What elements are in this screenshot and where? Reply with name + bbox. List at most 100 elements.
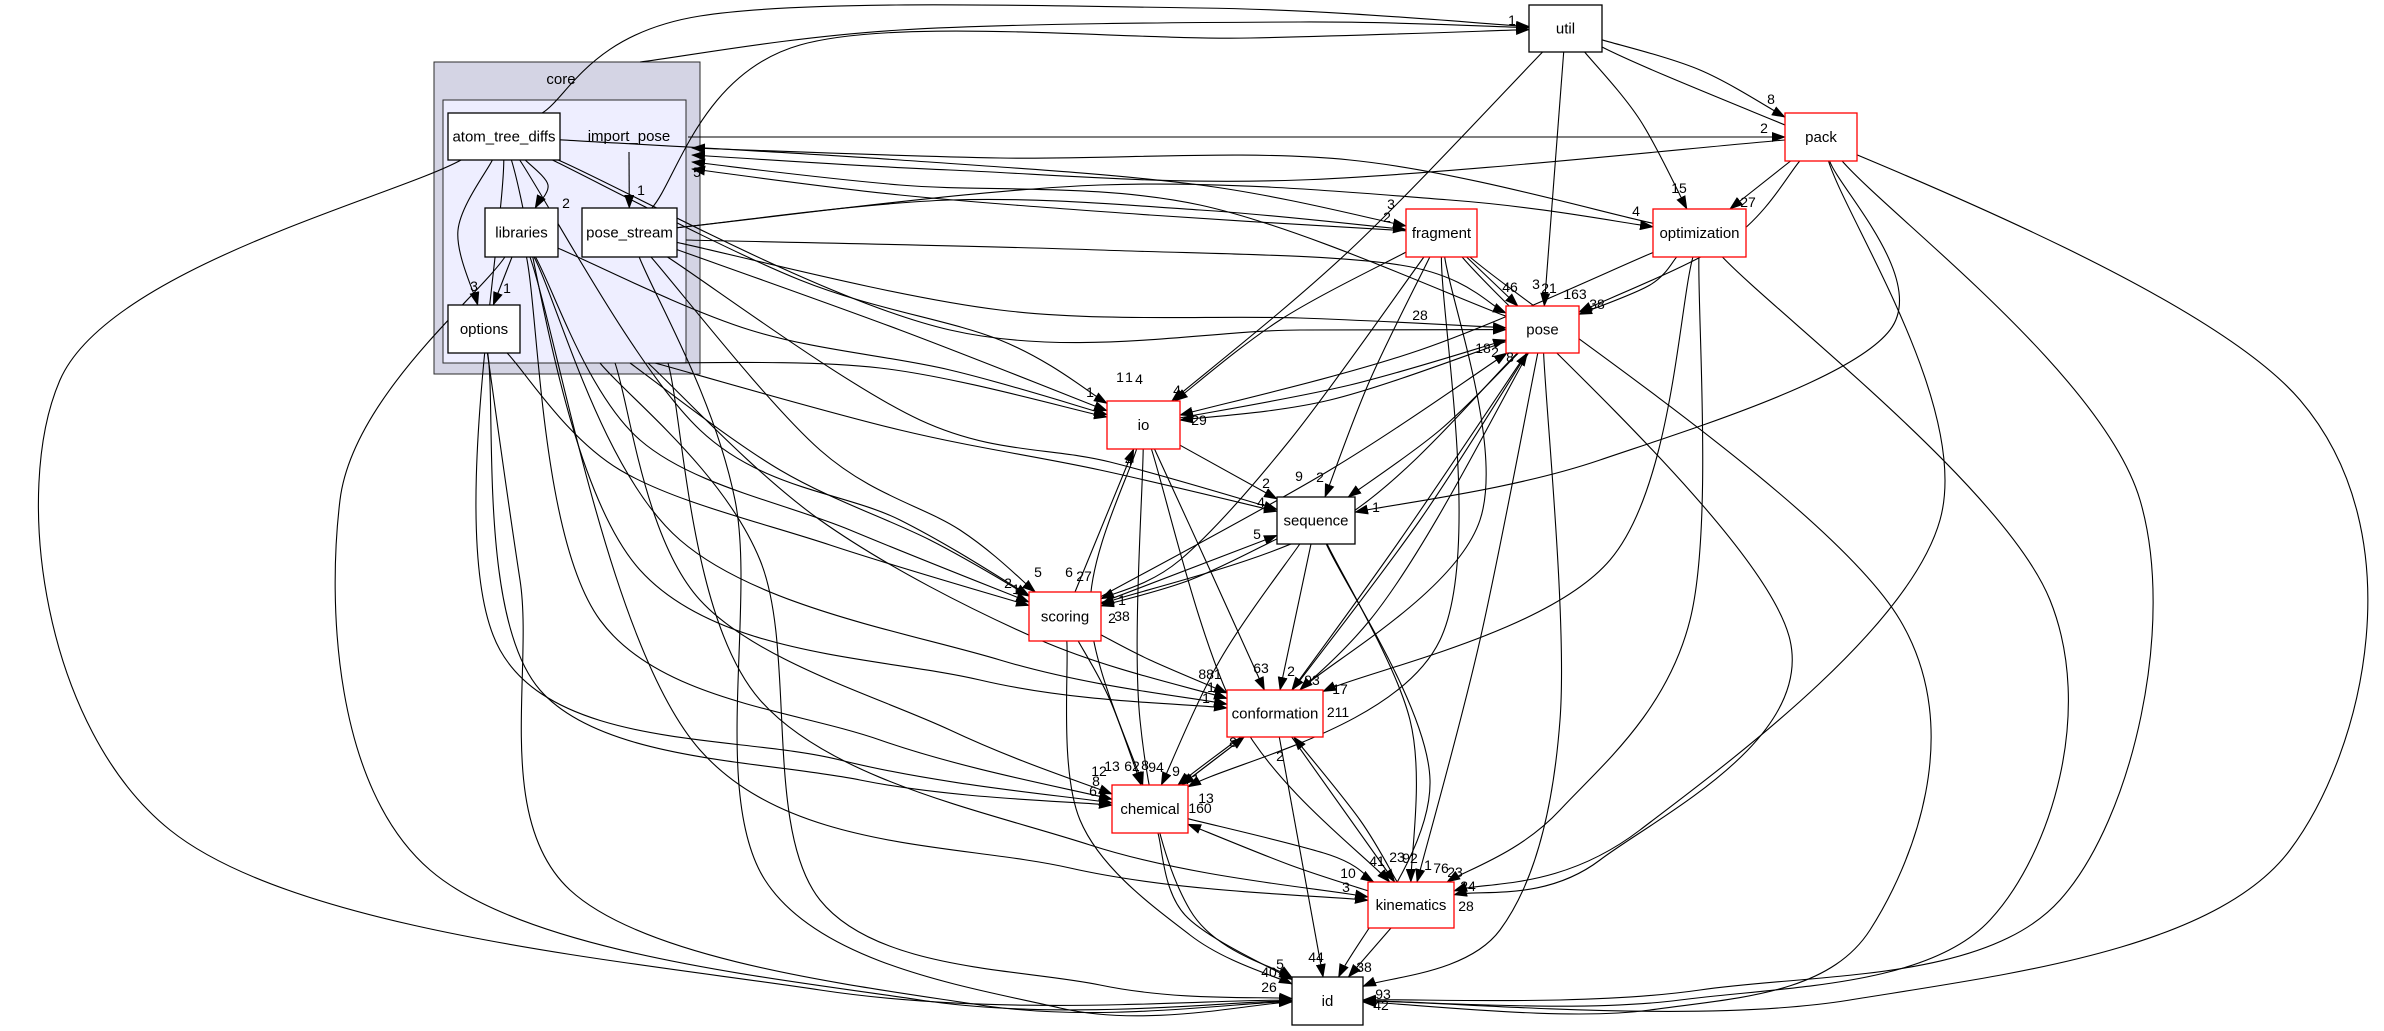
- edge-pose_stream-util: [651, 24, 1530, 209]
- edge-count-label: 4: [1257, 494, 1265, 510]
- edge-count-label: 2: [1316, 469, 1324, 485]
- node-optimization[interactable]: optimization: [1652, 208, 1747, 258]
- edge-count-label: 24: [1460, 878, 1476, 894]
- edge-fragment-sequence: [1324, 256, 1431, 498]
- edge-sequence-conformation: [1277, 543, 1312, 691]
- node-label-util: util: [1556, 21, 1575, 38]
- edge-pose_stream-scoring: [650, 256, 1037, 593]
- edge-count-label: 8: [1506, 349, 1514, 365]
- edge-fragment-id: [1362, 256, 1932, 1015]
- edge-count-label: 2: [1108, 610, 1116, 626]
- edge-fragment-io: [1173, 251, 1407, 402]
- edge-count-label: 5: [693, 164, 701, 180]
- edge-pt-io: [639, 361, 1108, 420]
- node-chemical[interactable]: chemical: [1111, 784, 1189, 834]
- edge-scoring-chemical: [1077, 640, 1142, 786]
- edge-scoring-id: [1065, 640, 1293, 985]
- edge-count-label: 1: [1424, 857, 1432, 873]
- edge-count-label: 2: [1004, 575, 1012, 591]
- cluster-label-import_pose[interactable]: import_pose: [588, 128, 671, 145]
- edge-atom_tree_diffs-chemical: [475, 159, 1113, 806]
- edge-count-label: 26: [1261, 979, 1277, 995]
- edge-util-id: [1362, 46, 2369, 1012]
- edge-count-label: 1: [637, 182, 645, 198]
- edge-pose-scoring: [1100, 352, 1518, 605]
- edge-sequence-chemical: [1160, 543, 1301, 786]
- edge-scoring-sequence: [1100, 534, 1278, 604]
- node-sequence[interactable]: sequence: [1276, 496, 1356, 545]
- node-libraries[interactable]: libraries: [484, 207, 559, 258]
- edge-libraries-chemical: [525, 256, 1113, 801]
- node-util[interactable]: util: [1528, 4, 1603, 53]
- edge-count-label: 8: [1767, 91, 1775, 107]
- edge-pt-pose: [685, 239, 1507, 314]
- edge-count-label: 5: [1034, 564, 1042, 580]
- node-label-scoring: scoring: [1041, 609, 1089, 626]
- edge-pose-chemical: [1177, 352, 1529, 786]
- edge-libraries-io: [557, 247, 1108, 416]
- node-pose_stream[interactable]: pose_stream: [581, 207, 678, 258]
- edge-count-label: 1: [1116, 369, 1124, 385]
- edge-libraries-id: [334, 256, 1293, 1011]
- edge-atom_tree_diffs-fragment: [559, 139, 1407, 229]
- edge-count-label: 1: [1125, 369, 1133, 385]
- node-label-pack: pack: [1805, 129, 1837, 146]
- edge-pt-sequence: [654, 362, 1278, 514]
- edge-scoring-io: [1074, 448, 1135, 593]
- node-conformation[interactable]: conformation: [1226, 689, 1324, 738]
- edge-atom_tree_diffs-conformation: [510, 159, 1228, 712]
- edge-count-label: 21: [1541, 280, 1557, 296]
- edge-util-pose: [1540, 51, 1565, 307]
- edge-count-label: 2: [1287, 663, 1295, 679]
- edge-count-label: 93: [1304, 672, 1320, 688]
- edge-count-label: 23: [1447, 864, 1463, 880]
- edge-count-label: 1: [1012, 581, 1020, 597]
- node-fragment[interactable]: fragment: [1405, 208, 1478, 258]
- node-pack[interactable]: pack: [1784, 112, 1858, 162]
- node-label-id: id: [1322, 993, 1334, 1010]
- edge-options-chemical: [487, 352, 1113, 809]
- edge-pack-pt: [691, 139, 1786, 182]
- node-options[interactable]: options: [447, 304, 521, 354]
- edge-count-label: 63: [1253, 660, 1269, 676]
- edge-fragment-kinematics: [1453, 256, 1793, 897]
- edge-pack-optimization: [1729, 160, 1791, 210]
- edge-sequence-scoring: [1100, 538, 1278, 608]
- edge-count-label: 1: [1508, 12, 1516, 28]
- edge-count-label: 94: [1148, 759, 1164, 775]
- edge-count-label: 28: [1412, 307, 1428, 323]
- edge-optimization-kinematics: [1446, 256, 1704, 883]
- edge-count-label: 9: [1172, 763, 1180, 779]
- edge-fragment-chemical: [1187, 256, 1460, 788]
- edge-libraries-options: [492, 256, 513, 306]
- edge-atom_tree_diffs-scoring: [519, 159, 1030, 596]
- node-io[interactable]: io: [1106, 400, 1181, 450]
- edge-fragment-pt: [691, 165, 1407, 232]
- edge-kinematics-id: [1347, 927, 1392, 978]
- edge-util-pack: [1601, 39, 1786, 118]
- edge-count-label: 4: [1125, 452, 1133, 468]
- node-kinematics[interactable]: kinematics: [1367, 881, 1455, 929]
- edge-pose_stream-pose: [676, 241, 1507, 333]
- edge-count-label: 1: [503, 280, 511, 296]
- edge-atom_tree_diffs-pose: [557, 159, 1507, 344]
- node-atom_tree_diffs[interactable]: atom_tree_diffs: [447, 112, 561, 161]
- node-label-pose_stream: pose_stream: [586, 225, 673, 242]
- edge-count-label: 4: [1632, 203, 1640, 219]
- node-scoring[interactable]: scoring: [1028, 591, 1102, 642]
- edge-io-conformation: [1154, 448, 1265, 691]
- node-label-atom_tree_diffs: atom_tree_diffs: [452, 129, 555, 146]
- cluster-label-core[interactable]: core: [546, 71, 575, 88]
- edge-kinematics-conformation: [1293, 736, 1398, 883]
- edge-count-label: 1: [1207, 679, 1215, 695]
- edge-count-label: 9: [1295, 468, 1303, 484]
- edge-count-label: 28: [1458, 898, 1474, 914]
- edge-scoring-pose: [1100, 352, 1508, 598]
- node-pose[interactable]: pose: [1505, 305, 1580, 354]
- edge-count-label: 1: [1086, 384, 1094, 400]
- node-id[interactable]: id: [1291, 976, 1364, 1026]
- edge-kinematics-chemical: [1187, 823, 1369, 892]
- edge-util-optimization: [1584, 51, 1688, 210]
